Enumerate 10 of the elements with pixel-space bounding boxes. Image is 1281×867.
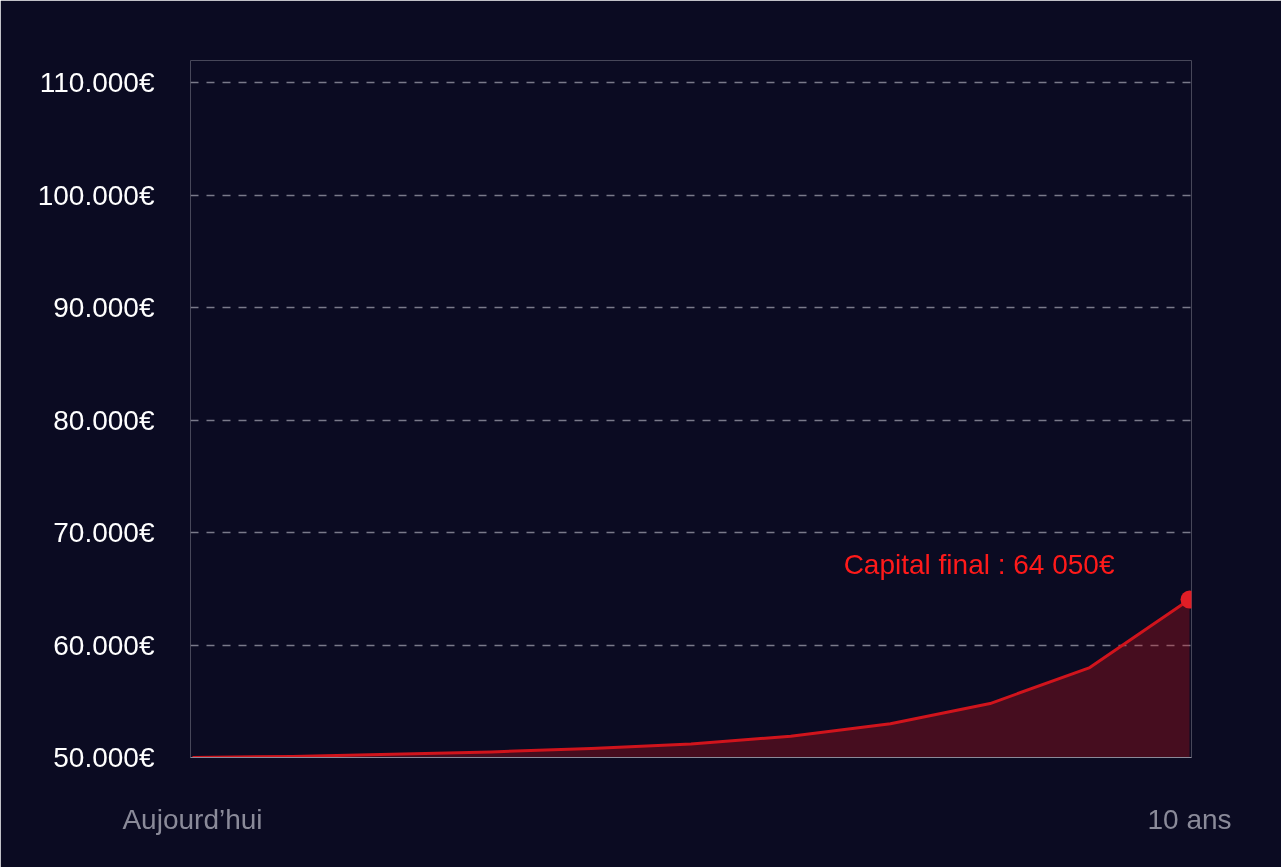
annotation: Capital final : 64 050€ [843, 548, 1115, 580]
y-tick-label: 100.000€ [37, 179, 155, 211]
y-tick-label: 50.000€ [53, 742, 155, 773]
y-tick-label: 60.000€ [53, 629, 155, 661]
y-tick-label: 110.000€ [39, 67, 155, 99]
y-tick-label: 80.000€ [53, 404, 155, 436]
y-tick-label: 90.000€ [53, 292, 155, 324]
x-tick-label: 10 ans [1147, 803, 1232, 835]
x-tick-label: Aujourd’hui [122, 803, 263, 835]
y-tick-label: 70.000€ [53, 517, 155, 549]
